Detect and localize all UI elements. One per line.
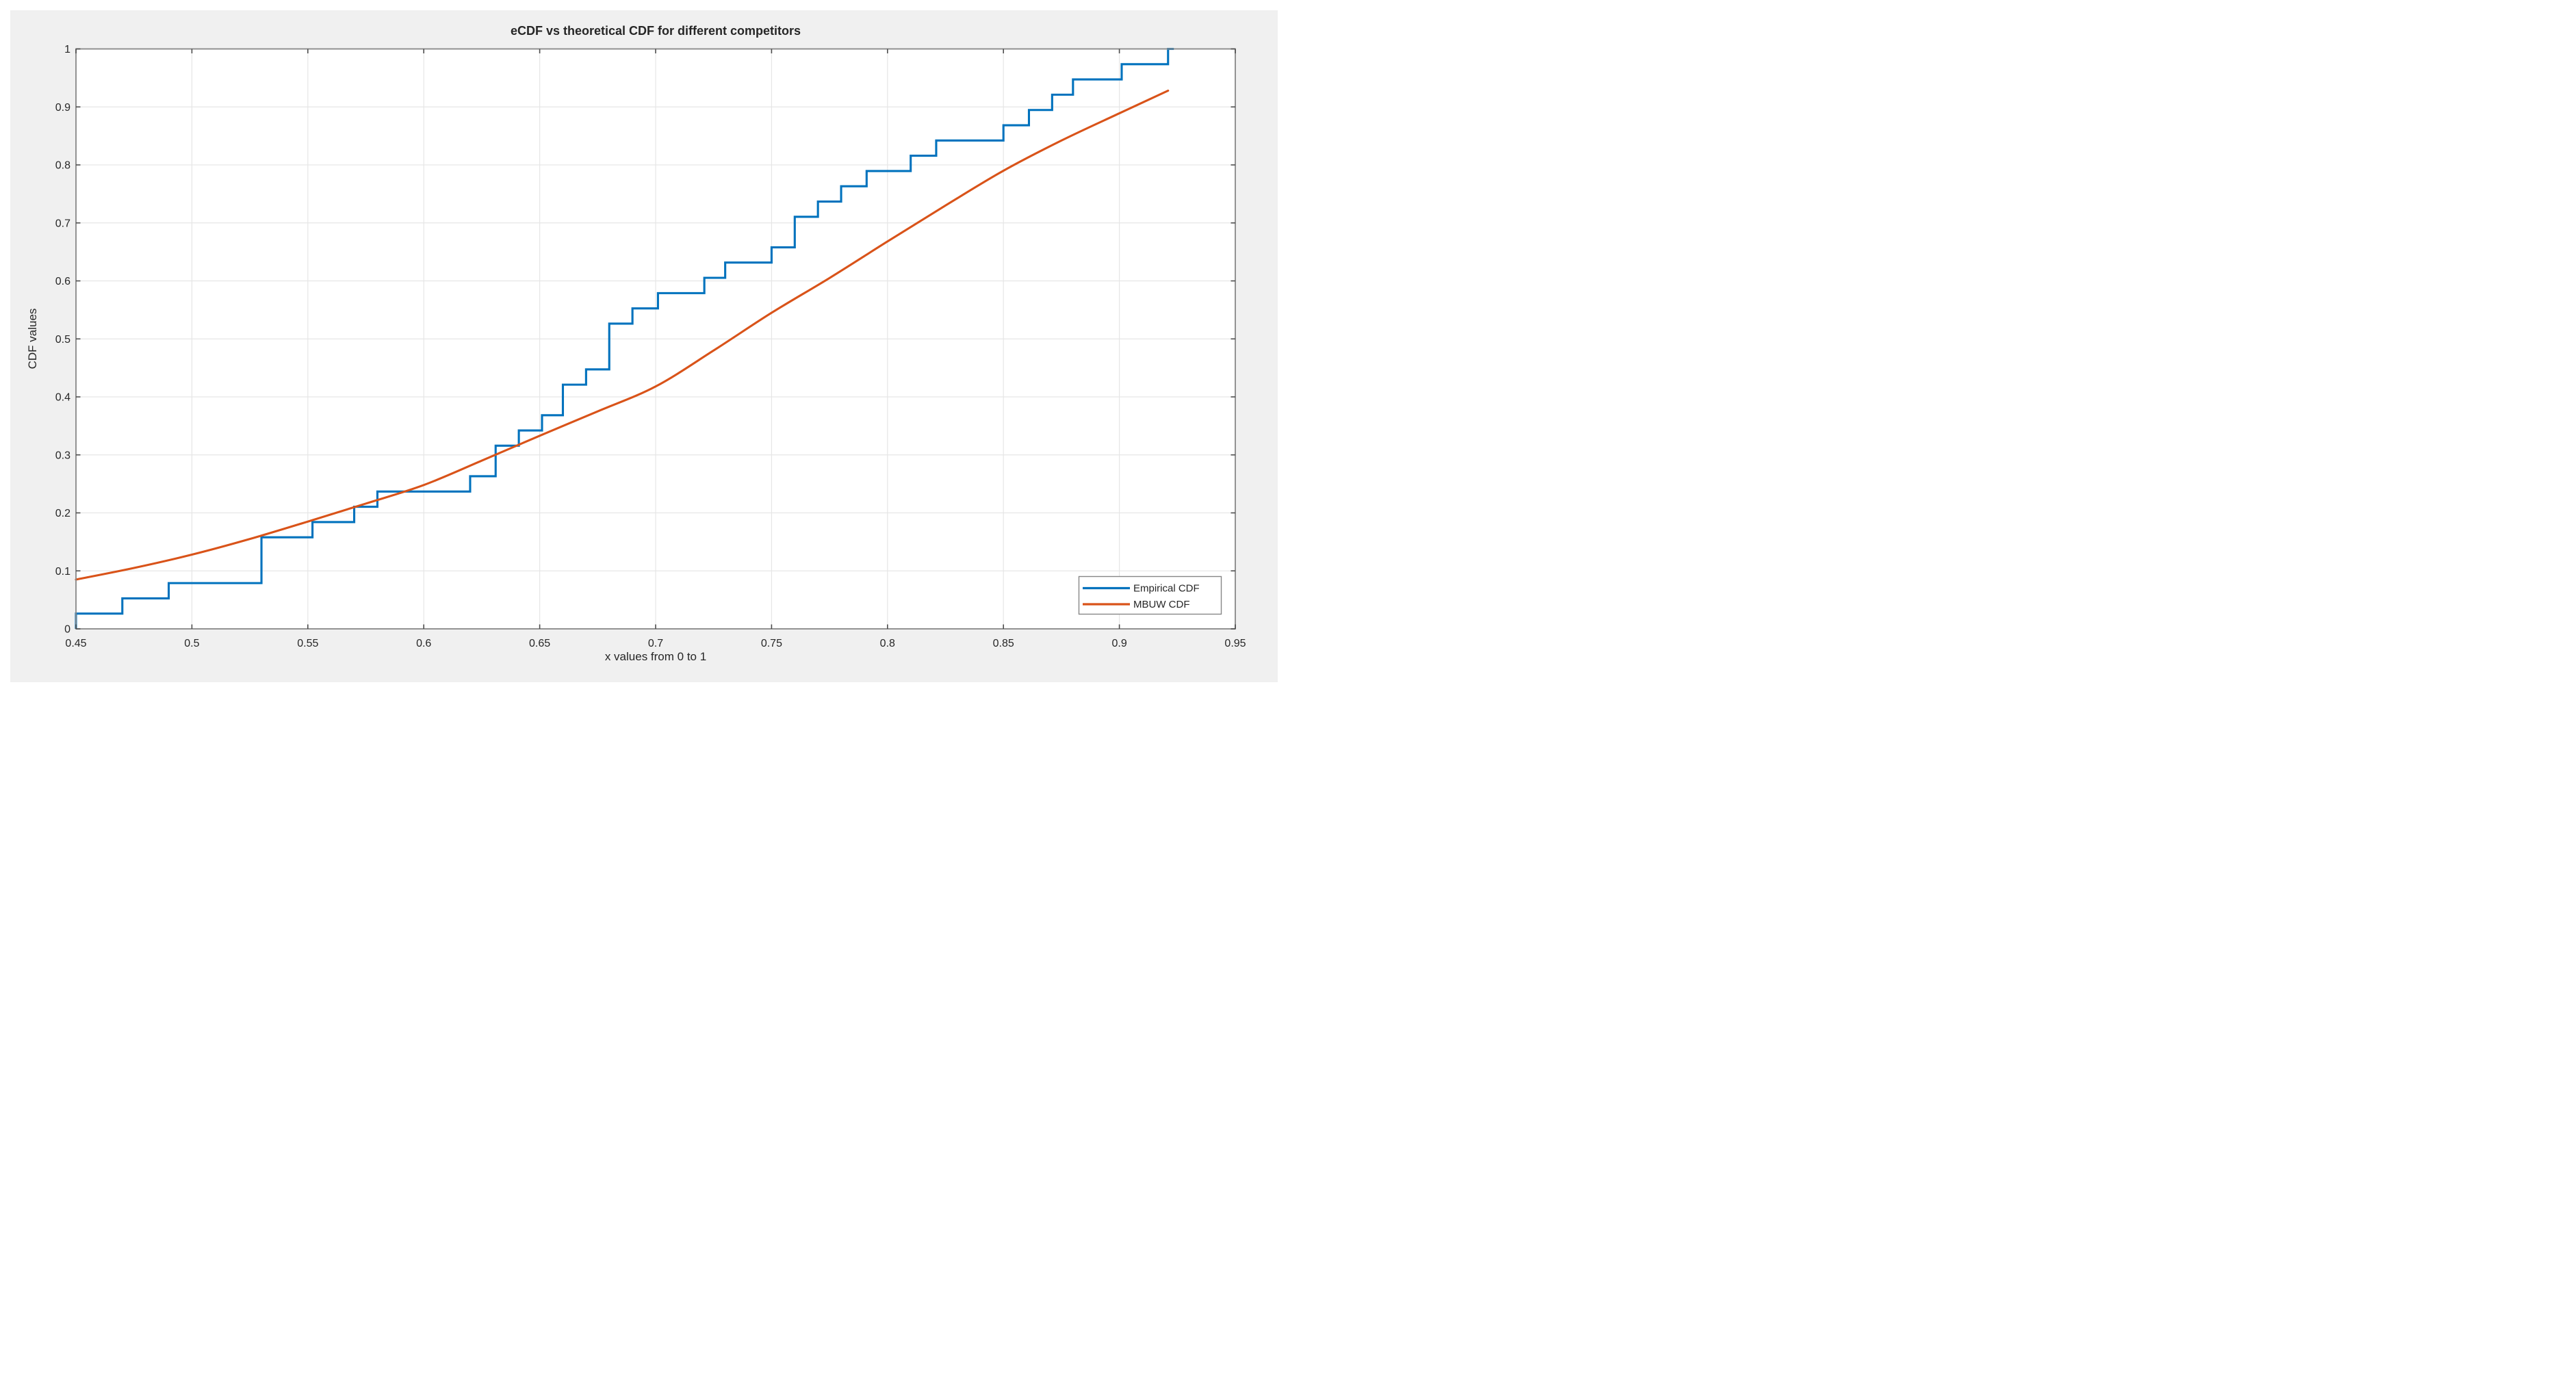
x-tick-label: 0.8: [880, 638, 895, 649]
legend-label-mbuw: MBUW CDF: [1133, 599, 1190, 610]
x-tick-label: 0.7: [648, 638, 663, 649]
y-tick-label: 0.8: [55, 160, 70, 172]
x-tick-label: 0.75: [761, 638, 782, 649]
cdf-chart: 0.45 0.5 0.55 0.6 0.65 0.7 0.75 0.8 0.85 0.9 0.95 0…: [26, 24, 1246, 663]
x-tick-label: 0.6: [416, 638, 431, 649]
matlab-figure: 0.45 0.5 0.55 0.6 0.65 0.7 0.75 0.8 0.85 0.9 0.95 0…: [10, 10, 1278, 682]
y-tick-label: 0.1: [55, 566, 70, 578]
x-tick-label: 0.45: [65, 638, 86, 649]
tick-marks: [75, 48, 1236, 630]
legend-box[interactable]: [1078, 575, 1222, 615]
y-axis-label: CDF values: [26, 309, 39, 370]
gridlines: [76, 49, 1235, 629]
x-tick-label: 0.5: [184, 638, 199, 649]
y-tick-label: 0: [64, 624, 70, 636]
y-tick-label: 0.6: [55, 276, 70, 287]
x-axis-label: x values from 0 to 1: [605, 650, 706, 663]
y-tick-label: 0.5: [55, 334, 70, 346]
y-tick-label: 0.4: [55, 392, 70, 404]
data-series: [75, 47, 1174, 629]
y-tick-label: 0.2: [55, 508, 70, 519]
empirical-cdf-line: [75, 47, 1174, 629]
x-tick-label: 0.95: [1224, 638, 1246, 649]
screenshot-canvas: 0.45 0.5 0.55 0.6 0.65 0.7 0.75 0.8 0.85 0.9 0.95 0…: [0, 0, 1288, 692]
x-tick-label: 0.65: [529, 638, 550, 649]
mbuw-cdf-line: [75, 89, 1170, 581]
legend-label-empirical: Empirical CDF: [1133, 583, 1200, 595]
x-tick-label: 0.9: [1111, 638, 1126, 649]
x-tick-label: 0.85: [993, 638, 1014, 649]
chart-title: eCDF vs theoretical CDF for different co…: [511, 24, 801, 38]
x-tick-label: 0.55: [297, 638, 318, 649]
y-tick-label: 0.3: [55, 450, 70, 461]
legend[interactable]: Empirical CDF MBUW CDF: [1078, 575, 1222, 615]
y-tick-label: 0.9: [55, 102, 70, 114]
tick-labels: 0.45 0.5 0.55 0.6 0.65 0.7 0.75 0.8 0.85 0.9 0.95 0…: [55, 44, 1246, 649]
y-tick-label: 1: [64, 44, 70, 55]
y-tick-label: 0.7: [55, 218, 70, 229]
